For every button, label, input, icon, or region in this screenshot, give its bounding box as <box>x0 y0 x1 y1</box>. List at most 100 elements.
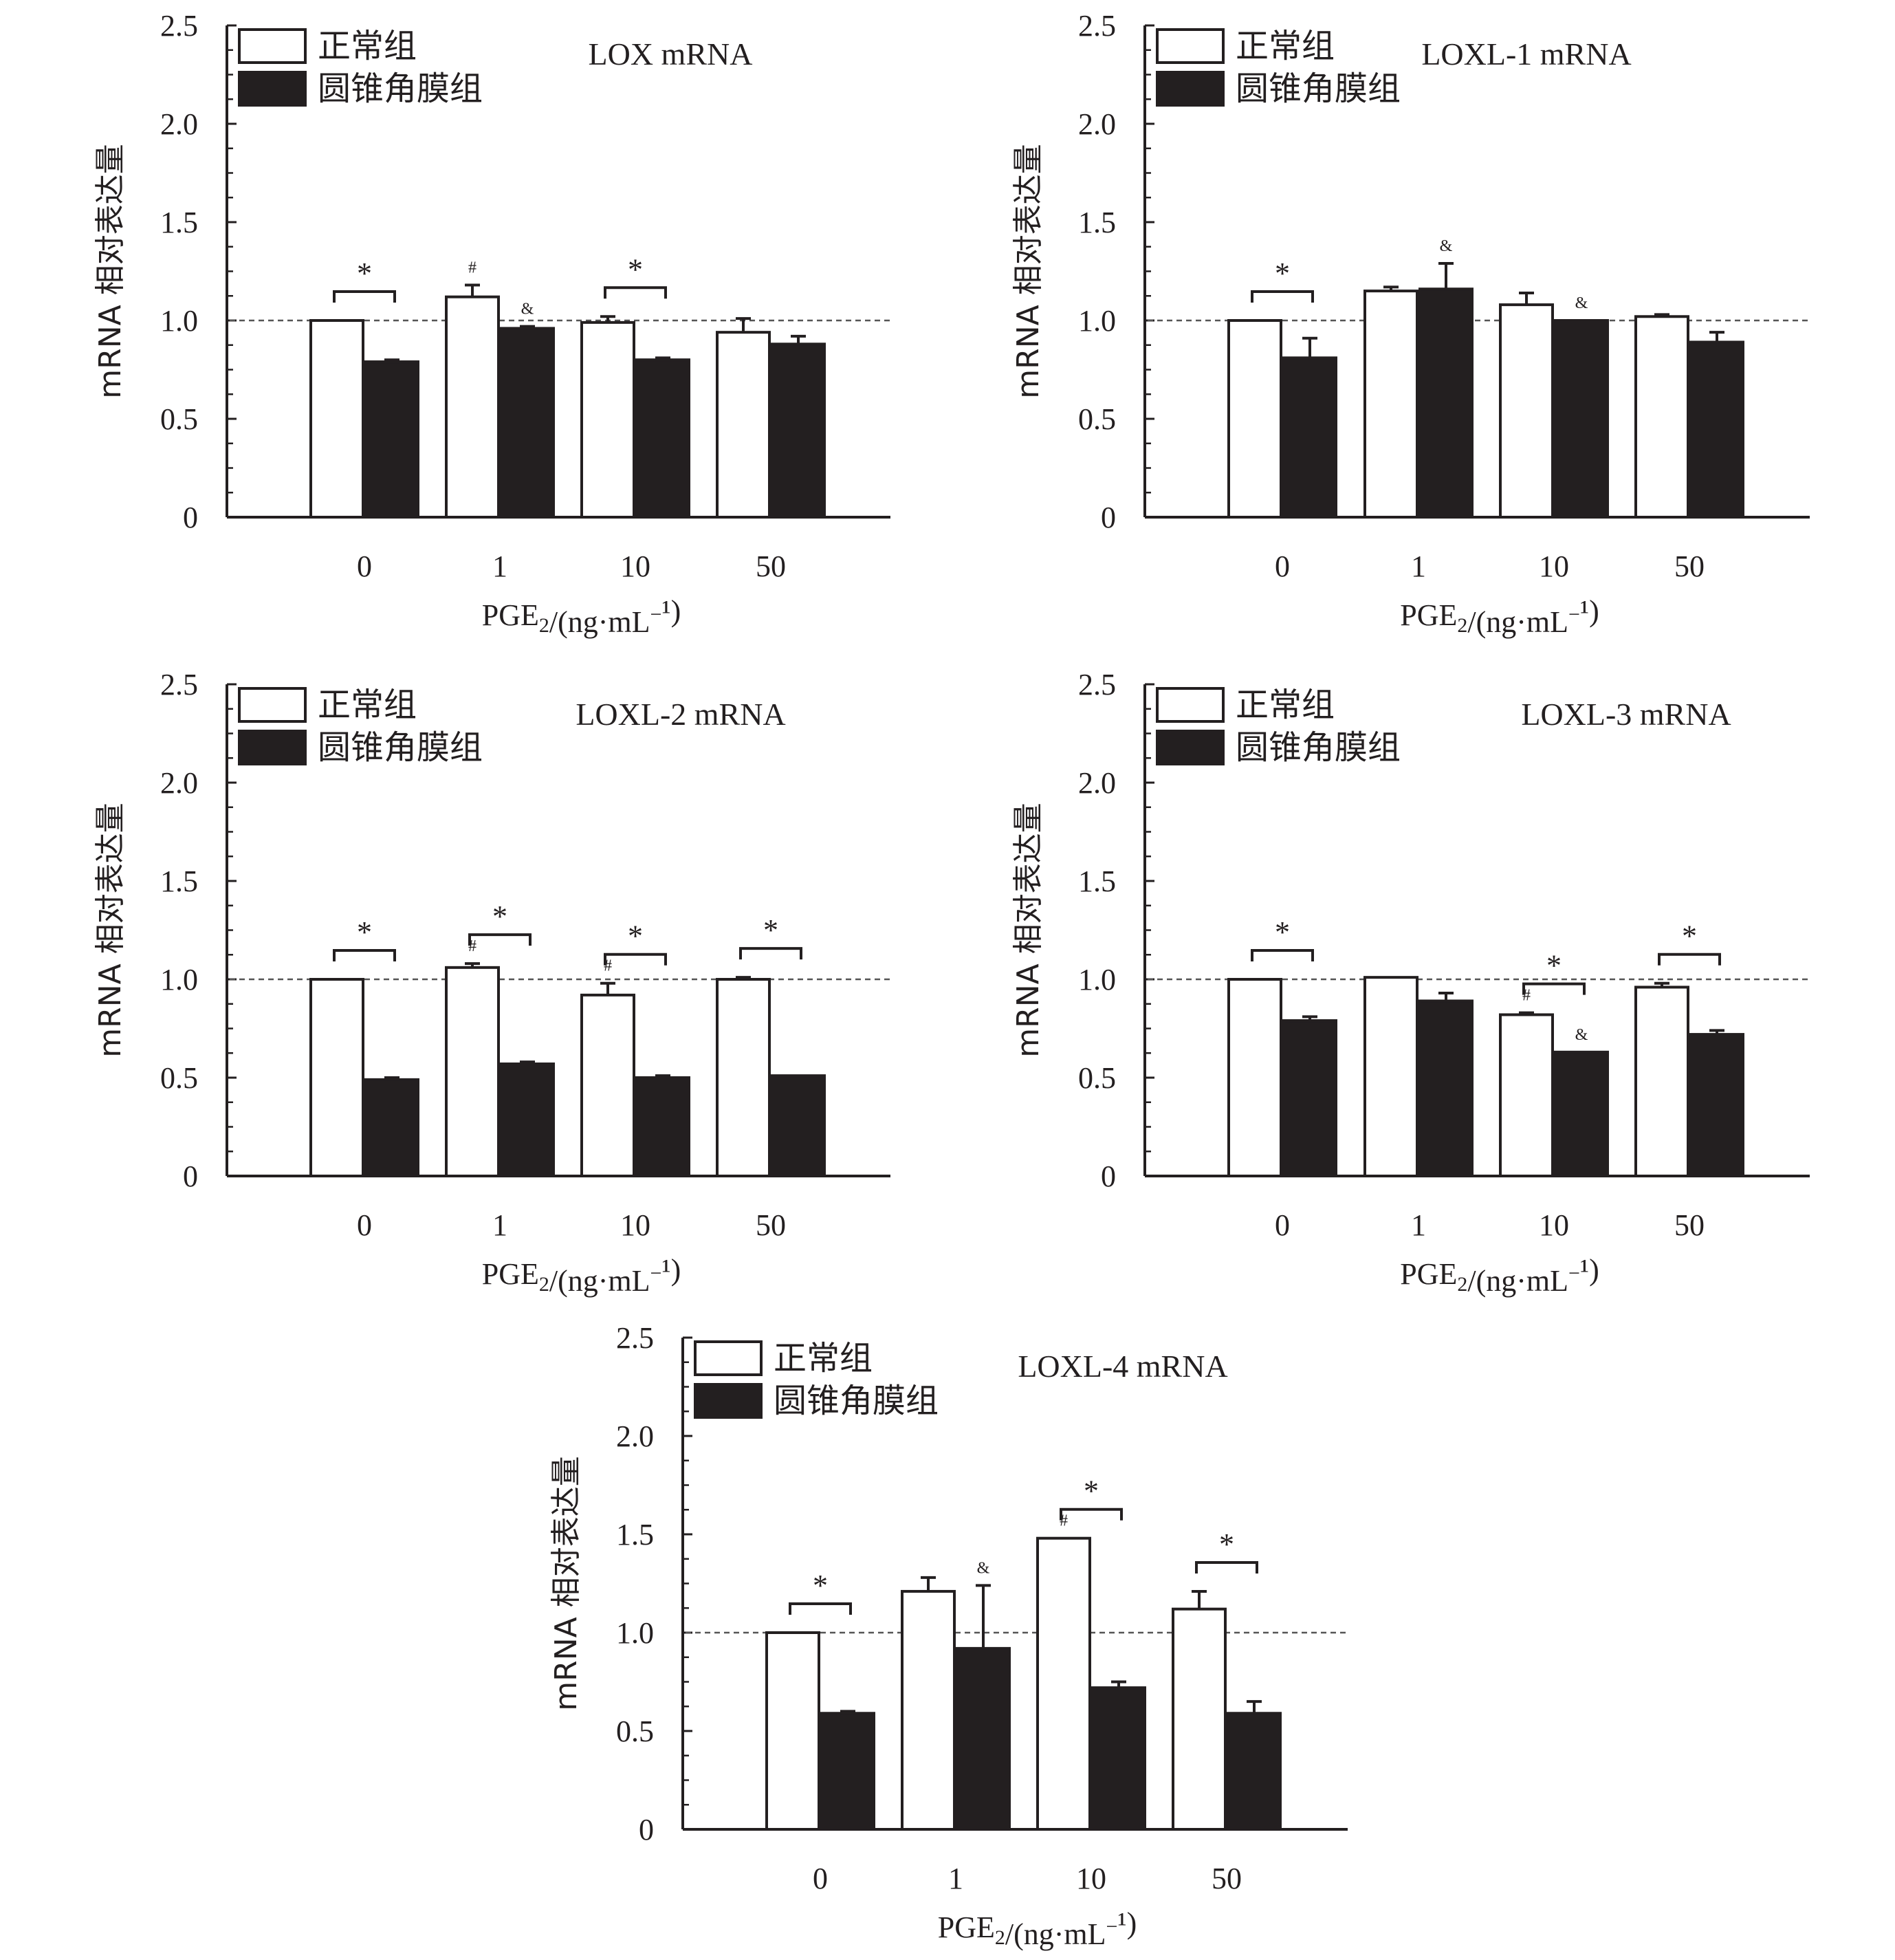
x-tick-label: 50 <box>1212 1862 1242 1895</box>
y-tick-label: 1.0 <box>160 304 198 338</box>
bar-normal <box>1499 303 1554 519</box>
x-tick-label: 50 <box>756 1208 786 1242</box>
bar-keratoconus <box>1418 999 1474 1177</box>
bar-normal <box>1634 315 1689 519</box>
bar-normal <box>901 1589 956 1831</box>
significance-bracket <box>604 286 667 299</box>
y-tick-label: 2.0 <box>616 1419 654 1453</box>
legend-label-keratoconus: 圆锥角膜组 <box>774 1382 939 1420</box>
significance-star: * <box>628 919 643 953</box>
legend-swatch-keratoconus <box>238 71 307 107</box>
chart-title: LOXL-1 mRNA <box>1421 36 1631 72</box>
y-tick-label: 2.0 <box>160 766 198 800</box>
x-tick-label: 10 <box>1539 1208 1569 1242</box>
significance-bracket <box>739 947 802 960</box>
y-tick-label: 0 <box>183 1159 198 1193</box>
legend-swatch-normal <box>238 28 307 64</box>
legend-label-keratoconus: 圆锥角膜组 <box>318 69 483 108</box>
x-tick-label: 50 <box>1674 549 1705 583</box>
y-tick-label: 0.5 <box>616 1714 654 1748</box>
y-tick-label: 0.5 <box>160 402 198 436</box>
legend-swatch-keratoconus <box>238 730 307 765</box>
chart-title: LOXL-4 mRNA <box>1018 1349 1227 1384</box>
significance-bracket <box>1251 949 1314 961</box>
bar-normal <box>309 978 364 1177</box>
significance-bracket <box>604 952 667 966</box>
legend-swatch-normal <box>238 687 307 723</box>
bar-keratoconus <box>1689 340 1744 519</box>
x-tick-label: 1 <box>1411 1208 1426 1242</box>
x-tick-label: 1 <box>492 549 507 583</box>
bar-normal <box>716 331 771 519</box>
x-tick-label: 1 <box>492 1208 507 1242</box>
bar-normal <box>445 295 500 519</box>
x-tick-label: 0 <box>813 1862 828 1895</box>
bar-keratoconus <box>1689 1033 1744 1177</box>
chart-title: LOXL-3 mRNA <box>1521 697 1731 732</box>
x-tick-label: 0 <box>357 549 372 583</box>
bar-normal <box>1363 290 1418 519</box>
bar-normal <box>580 320 635 519</box>
bar-normal <box>1499 1013 1554 1177</box>
y-tick-label: 1.5 <box>160 864 198 898</box>
y-tick-label: 1.0 <box>1078 963 1116 997</box>
bar-keratoconus <box>635 1076 690 1177</box>
y-tick-label: 2.5 <box>616 1321 654 1355</box>
x-tick-label: 0 <box>1275 1208 1290 1242</box>
bar-keratoconus <box>635 358 690 519</box>
significance-bracket <box>1251 290 1314 303</box>
y-tick-label: 0 <box>639 1813 654 1847</box>
y-tick-label: 2.0 <box>160 107 198 141</box>
bar-normal <box>765 1631 820 1831</box>
x-axis-title: PGE2/(ng·mL−¹) <box>1400 1253 1599 1298</box>
significance-star: * <box>1084 1474 1099 1508</box>
significance-star: * <box>628 252 643 286</box>
y-tick-label: 0.5 <box>1078 402 1116 436</box>
x-tick-label: 0 <box>1275 549 1290 583</box>
bar-keratoconus <box>1282 356 1337 519</box>
legend-label-keratoconus: 圆锥角膜组 <box>318 728 483 767</box>
y-tick-label: 0 <box>1101 1159 1116 1193</box>
bar-keratoconus <box>1418 287 1474 519</box>
y-tick-label: 2.5 <box>160 9 198 43</box>
x-tick-label: 10 <box>620 1208 650 1242</box>
y-tick-label: 2.5 <box>160 668 198 701</box>
legend-swatch-normal <box>694 1340 763 1376</box>
bar-normal <box>1036 1536 1091 1831</box>
legend-swatch-keratoconus <box>1156 71 1225 107</box>
bar-mark: # <box>468 259 477 277</box>
bar-keratoconus <box>364 360 419 519</box>
significance-bracket <box>333 949 396 961</box>
legend-label-normal: 正常组 <box>1236 27 1335 65</box>
y-tick-label: 2.0 <box>1078 107 1116 141</box>
bar-keratoconus <box>500 327 555 519</box>
y-tick-label: 1.5 <box>1078 206 1116 239</box>
bar-normal <box>580 993 635 1177</box>
bar-keratoconus <box>500 1062 555 1177</box>
bar-keratoconus <box>364 1078 419 1177</box>
y-tick-label: 1.0 <box>616 1616 654 1650</box>
x-axis-title: PGE2/(ng·mL−¹) <box>1400 594 1599 639</box>
y-axis-title: mRNA 相对表达量 <box>1011 803 1046 1057</box>
bar-keratoconus <box>1227 1712 1282 1831</box>
bar-mark: & <box>521 301 534 318</box>
bar-keratoconus <box>1554 319 1609 519</box>
legend-label-normal: 正常组 <box>318 686 417 724</box>
bar-keratoconus <box>771 1074 826 1178</box>
x-axis-title: PGE2/(ng·mL−¹) <box>482 594 681 639</box>
bar-mark: & <box>1575 1026 1588 1044</box>
significance-bracket <box>789 1602 852 1615</box>
x-tick-label: 1 <box>1411 549 1426 583</box>
y-tick-label: 1.5 <box>1078 864 1116 898</box>
significance-star: * <box>1275 915 1290 949</box>
bar-normal <box>1634 986 1689 1177</box>
legend-swatch-keratoconus <box>694 1383 763 1419</box>
x-axis-title: PGE2/(ng·mL−¹) <box>482 1253 681 1298</box>
y-tick-label: 2.0 <box>1078 766 1116 800</box>
x-tick-label: 10 <box>1076 1862 1106 1895</box>
bar-mark: & <box>1575 294 1588 312</box>
